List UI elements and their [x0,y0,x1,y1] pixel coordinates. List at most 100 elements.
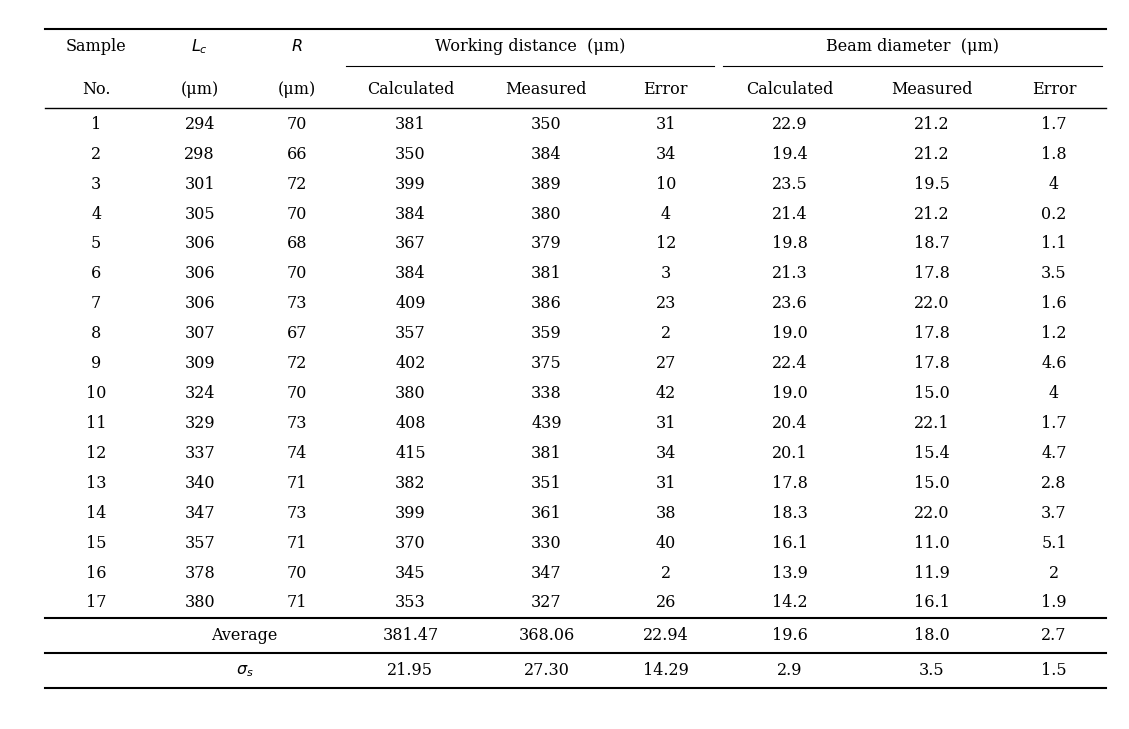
Text: 380: 380 [395,385,426,402]
Text: 8: 8 [91,325,102,342]
Text: 20.4: 20.4 [772,415,807,432]
Text: 12: 12 [656,235,676,252]
Text: 72: 72 [287,355,307,372]
Text: 306: 306 [184,235,215,252]
Text: 10: 10 [656,176,676,192]
Text: 70: 70 [287,116,307,133]
Text: 70: 70 [287,206,307,222]
Text: 19.4: 19.4 [772,146,807,163]
Text: 367: 367 [395,235,426,252]
Text: 330: 330 [531,534,562,552]
Text: Average: Average [211,627,278,644]
Text: 337: 337 [184,445,215,462]
Text: 31: 31 [656,116,676,133]
Text: 347: 347 [531,564,562,582]
Text: 19.8: 19.8 [772,235,807,252]
Text: 15.0: 15.0 [913,475,949,492]
Text: 71: 71 [287,594,307,612]
Text: 329: 329 [184,415,215,432]
Text: 38: 38 [656,504,676,522]
Text: 350: 350 [395,146,426,163]
Text: 361: 361 [531,504,562,522]
Text: 359: 359 [531,325,562,342]
Text: 14.2: 14.2 [772,594,807,612]
Text: 2: 2 [660,325,671,342]
Text: 42: 42 [656,385,676,402]
Text: 408: 408 [395,415,426,432]
Text: 368.06: 368.06 [518,627,575,644]
Text: 298: 298 [184,146,215,163]
Text: 4.6: 4.6 [1041,355,1067,372]
Text: 4.7: 4.7 [1041,445,1067,462]
Text: 5: 5 [91,235,102,252]
Text: 2: 2 [660,564,671,582]
Text: 307: 307 [184,325,215,342]
Text: 378: 378 [184,564,215,582]
Text: $\sigma_s$: $\sigma_s$ [236,662,253,679]
Text: Sample: Sample [65,39,126,55]
Text: 347: 347 [184,504,215,522]
Text: 4: 4 [1049,176,1059,192]
Text: 23.6: 23.6 [772,295,807,312]
Text: Error: Error [644,81,688,98]
Text: Measured: Measured [506,81,587,98]
Text: 27: 27 [656,355,676,372]
Text: $R$: $R$ [291,39,303,55]
Text: 17.8: 17.8 [772,475,807,492]
Text: 15: 15 [86,534,106,552]
Text: 1.9: 1.9 [1041,594,1067,612]
Text: 4: 4 [1049,385,1059,402]
Text: 402: 402 [395,355,426,372]
Text: 0.2: 0.2 [1041,206,1067,222]
Text: 340: 340 [184,475,215,492]
Text: 2: 2 [91,146,102,163]
Text: 301: 301 [184,176,215,192]
Text: 4: 4 [660,206,671,222]
Text: 2: 2 [1049,564,1059,582]
Text: 357: 357 [395,325,426,342]
Text: 21.95: 21.95 [387,662,434,679]
Text: No.: No. [82,81,111,98]
Text: 399: 399 [395,176,426,192]
Text: 21.3: 21.3 [772,265,807,282]
Text: 11: 11 [86,415,106,432]
Text: 14: 14 [86,504,106,522]
Text: 31: 31 [656,475,676,492]
Text: 17.8: 17.8 [913,355,949,372]
Text: 13: 13 [86,475,106,492]
Text: 324: 324 [184,385,215,402]
Text: 73: 73 [287,504,307,522]
Text: 73: 73 [287,415,307,432]
Text: Measured: Measured [891,81,972,98]
Text: 2.8: 2.8 [1041,475,1067,492]
Text: 18.3: 18.3 [772,504,807,522]
Text: 23: 23 [656,295,676,312]
Text: 384: 384 [395,206,426,222]
Text: Calculated: Calculated [746,81,833,98]
Text: 409: 409 [395,295,426,312]
Text: 23.5: 23.5 [772,176,807,192]
Text: 10: 10 [86,385,106,402]
Text: 399: 399 [395,504,426,522]
Text: 309: 309 [184,355,215,372]
Text: 67: 67 [287,325,307,342]
Text: 415: 415 [395,445,426,462]
Text: 74: 74 [287,445,307,462]
Text: 22.4: 22.4 [772,355,807,372]
Text: 4: 4 [91,206,102,222]
Text: 381.47: 381.47 [383,627,438,644]
Text: 70: 70 [287,564,307,582]
Text: 345: 345 [395,564,426,582]
Text: 11.0: 11.0 [913,534,949,552]
Text: Working distance  (μm): Working distance (μm) [435,39,625,55]
Text: 389: 389 [531,176,562,192]
Text: 294: 294 [184,116,215,133]
Text: 21.2: 21.2 [913,146,949,163]
Text: 3.5: 3.5 [1041,265,1067,282]
Text: 17: 17 [86,594,106,612]
Text: Beam diameter  (μm): Beam diameter (μm) [825,39,999,55]
Text: 3: 3 [660,265,671,282]
Text: 386: 386 [531,295,562,312]
Text: 384: 384 [395,265,426,282]
Text: 21.2: 21.2 [913,206,949,222]
